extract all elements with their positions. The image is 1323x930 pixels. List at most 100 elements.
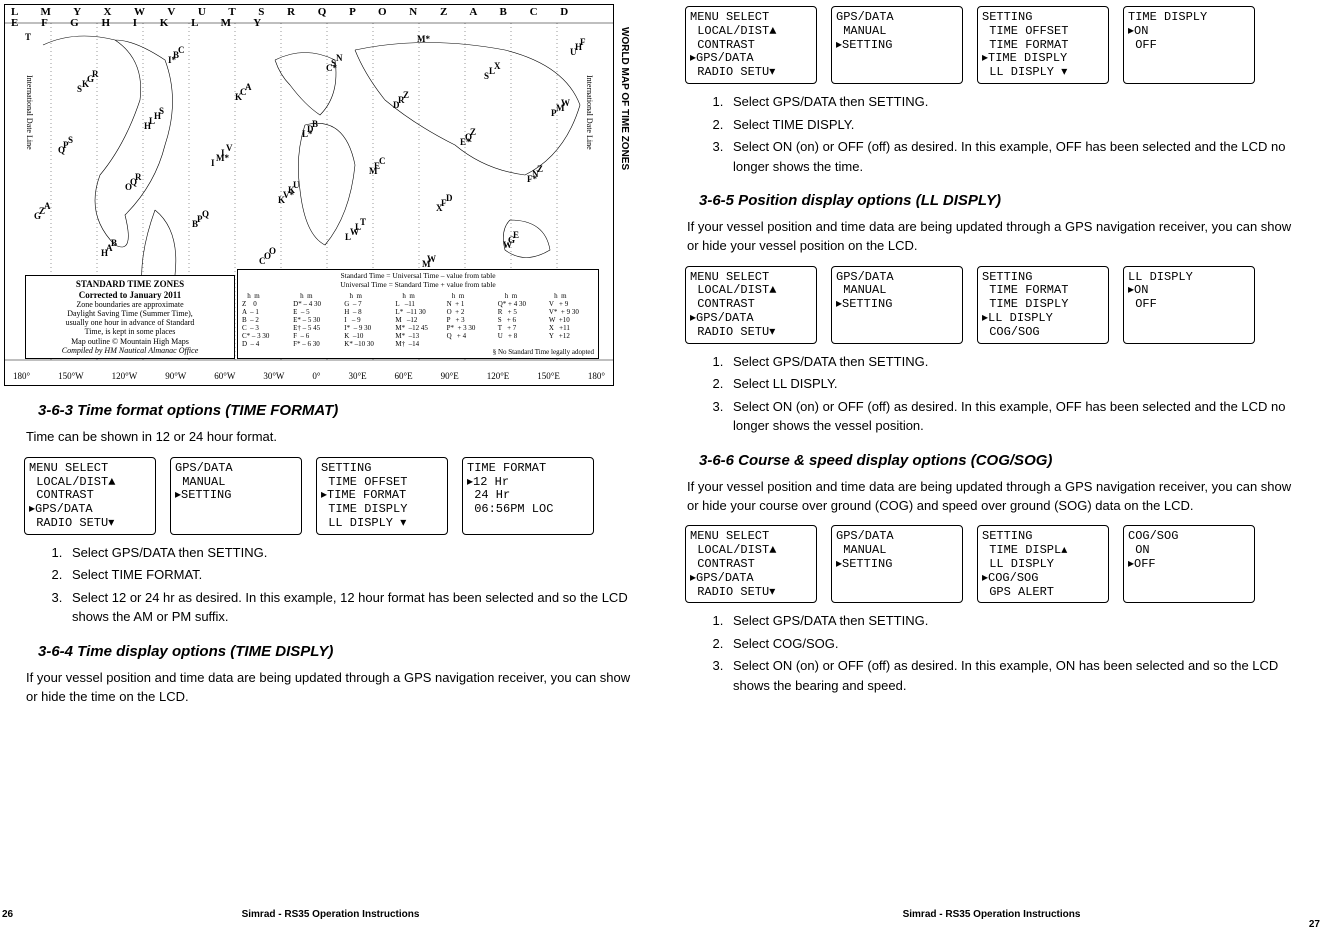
tz-cell: O + 2 xyxy=(447,308,492,316)
step-item: Select ON (on) or OFF (off) as desired. … xyxy=(727,656,1296,695)
lcd-line: MANUAL xyxy=(836,25,958,39)
lcd-screen: COG/SOG ON▸OFF xyxy=(1123,525,1255,603)
section-363-intro: Time can be shown in 12 or 24 hour forma… xyxy=(26,428,635,447)
lcd-line: ▸ON xyxy=(1128,284,1250,298)
lcd-line: RADIO SETU▾ xyxy=(29,517,151,531)
section-364-title: 3-6-4 Time display options (TIME DISPLY) xyxy=(38,643,635,661)
tz-letter: D xyxy=(393,101,400,110)
tz-cell: h m xyxy=(344,292,389,300)
tz-cell: Z 0 xyxy=(242,300,287,308)
tz-column: h mZ 0A – 1B – 2C – 3C* – 3 30D – 4 xyxy=(242,292,287,348)
tz-letter: S xyxy=(484,72,489,81)
lcd-line: OFF xyxy=(1128,39,1250,53)
lcd-line: GPS/DATA xyxy=(836,11,958,25)
lcd-line: ▸SETTING xyxy=(836,558,958,572)
lcd-line: TIME FORMAT xyxy=(982,284,1104,298)
tz-letter: H xyxy=(101,249,108,258)
longitude-labels: 180°150°W120°W90°W60°W30°W0°30°E60°E90°E… xyxy=(5,372,613,381)
tz-letter: L xyxy=(345,233,351,242)
tz-cell: h m xyxy=(447,292,492,300)
tz-cell: W +10 xyxy=(549,316,594,324)
footer-left: 26 Simrad - RS35 Operation Instructions xyxy=(0,910,661,920)
tz-cell: K –10 xyxy=(344,332,389,340)
lcd-screen: SETTING TIME DISPL▴ LL DISPLY▸COG/SOG GP… xyxy=(977,525,1109,603)
lcd-line: LOCAL/DIST▲ xyxy=(690,544,812,558)
tz-cell: X +11 xyxy=(549,324,594,332)
tz-letter: P xyxy=(551,109,557,118)
tz-cell: L* –11 30 xyxy=(395,308,440,316)
lcd-line: 06:56PM LOC xyxy=(467,503,589,517)
step-item: Select ON (on) or OFF (off) as desired. … xyxy=(727,137,1296,176)
lcd-line: CONTRAST xyxy=(690,298,812,312)
lcd-line: TIME DISPLY xyxy=(982,298,1104,312)
page-27: MENU SELECT LOCAL/DIST▲ CONTRAST ▸GPS/DAT… xyxy=(661,0,1322,928)
step-item: Select GPS/DATA then SETTING. xyxy=(727,352,1296,372)
tz-letter: F* xyxy=(527,175,537,184)
tz-letter: G xyxy=(34,212,41,221)
lcd-screen: TIME DISPLY▸ON OFF xyxy=(1123,6,1255,84)
lcd-screen: LL DISPLY▸ON OFF xyxy=(1123,266,1255,344)
lcd-line: MENU SELECT xyxy=(690,271,812,285)
tz-column: h mV + 9V* + 9 30W +10X +11Y +12 xyxy=(549,292,594,348)
world-map-title: WORLD MAP OF TIME ZONES xyxy=(619,27,629,170)
tz-cell: h m xyxy=(549,292,594,300)
lcd-line: COG/SOG xyxy=(1128,530,1250,544)
tz-cell: F – 6 xyxy=(293,332,338,340)
lcd-line: ▸ON xyxy=(1128,25,1250,39)
lon-label: 30°W xyxy=(263,372,284,381)
steps-365: Select GPS/DATA then SETTING.Select LL D… xyxy=(687,352,1296,436)
step-item: Select GPS/DATA then SETTING. xyxy=(66,543,635,563)
tz-column: h mD* – 4 30E – 5E* – 5 30E† – 5 45F – 6… xyxy=(293,292,338,348)
tz-cell: S + 6 xyxy=(498,316,543,324)
lcd-line: GPS/DATA xyxy=(836,530,958,544)
lcd-line: MANUAL xyxy=(175,476,297,490)
lcd-line: ▸SETTING xyxy=(836,298,958,312)
lon-label: 0° xyxy=(312,372,320,381)
lcd-line: ▸GPS/DATA xyxy=(690,572,812,586)
lcd-line: ▸TIME FORMAT xyxy=(321,489,443,503)
tz-letter: H xyxy=(154,112,161,121)
footer-right: Simrad - RS35 Operation Instructions 27 xyxy=(661,910,1322,920)
tz-letter: L xyxy=(489,67,495,76)
lcd-line: LL DISPLY xyxy=(982,558,1104,572)
tz-cell: h m xyxy=(395,292,440,300)
lcd-line: SETTING xyxy=(982,11,1104,25)
lcd-line: LOCAL/DIST▲ xyxy=(690,284,812,298)
tz-letter: W xyxy=(350,228,359,237)
lcd-line: ▸LL DISPLY xyxy=(982,312,1104,326)
lcd-line: MENU SELECT xyxy=(690,530,812,544)
lcd-row-366: MENU SELECT LOCAL/DIST▲ CONTRAST▸GPS/DAT… xyxy=(685,525,1296,603)
lon-label: 120°W xyxy=(112,372,138,381)
tz-cell: I – 9 xyxy=(344,316,389,324)
lon-label: 90°W xyxy=(165,372,186,381)
page-number-26: 26 xyxy=(2,910,13,920)
footer-title-left: Simrad - RS35 Operation Instructions xyxy=(0,910,661,920)
section-365-intro: If your vessel position and time data ar… xyxy=(687,218,1296,256)
step-item: Select ON (on) or OFF (off) as desired. … xyxy=(727,397,1296,436)
tz-cell: L –11 xyxy=(395,300,440,308)
tz-cell: D – 4 xyxy=(242,340,287,348)
step-item: Select COG/SOG. xyxy=(727,634,1296,654)
lcd-row-365: MENU SELECT LOCAL/DIST▲ CONTRAST▸GPS/DAT… xyxy=(685,266,1296,344)
lcd-line: 24 Hr xyxy=(467,489,589,503)
tz-cell: P + 3 xyxy=(447,316,492,324)
tz-cell: Y +12 xyxy=(549,332,594,340)
step-item: Select TIME DISPLY. xyxy=(727,115,1296,135)
standard-time-zones-box: STANDARD TIME ZONES Corrected to January… xyxy=(25,275,235,359)
tz-letter: S xyxy=(77,85,82,94)
tz-cell: K* –10 30 xyxy=(344,340,389,348)
tz-cell: E† – 5 45 xyxy=(293,324,338,332)
lcd-screen: TIME FORMAT▸12 Hr 24 Hr 06:56PM LOC xyxy=(462,457,594,535)
tz-letter: K xyxy=(278,196,285,205)
tz-letter: M xyxy=(369,167,378,176)
steps-363: Select GPS/DATA then SETTING.Select TIME… xyxy=(26,543,635,627)
lcd-line: LL DISPLY ▾ xyxy=(982,66,1104,80)
tz-letter: B xyxy=(192,220,198,229)
tz-letter: M* xyxy=(216,154,229,163)
lcd-line: TIME DISPLY xyxy=(1128,11,1250,25)
lcd-line: ▸12 Hr xyxy=(467,476,589,490)
tz-cell: C* – 3 30 xyxy=(242,332,287,340)
tz-cell: G – 7 xyxy=(344,300,389,308)
tz-column: h mG – 7H – 8I – 9I* – 9 30K –10K* –10 3… xyxy=(344,292,389,348)
steps-364: Select GPS/DATA then SETTING.Select TIME… xyxy=(687,92,1296,176)
